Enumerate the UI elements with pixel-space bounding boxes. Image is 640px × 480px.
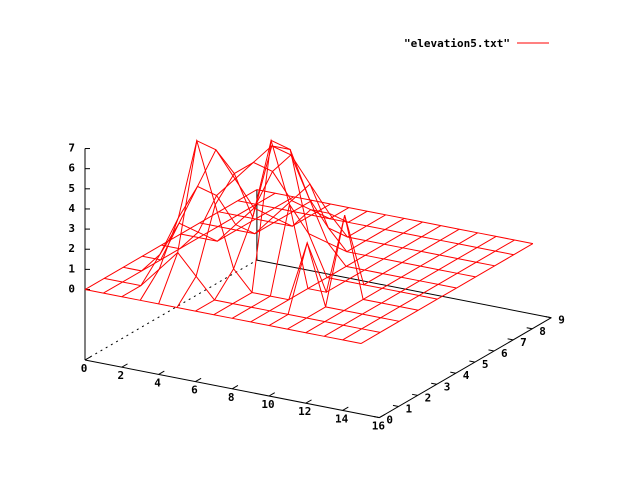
y-tick xyxy=(392,404,399,407)
surface-row xyxy=(237,200,514,256)
legend-label: "elevation5.txt" xyxy=(404,37,510,50)
x-tick xyxy=(305,399,312,404)
base-border xyxy=(256,259,552,319)
y-tick-label: 2 xyxy=(425,391,432,404)
y-tick-label: 7 xyxy=(520,336,527,349)
x-tick xyxy=(342,406,349,411)
x-tick-label: 16 xyxy=(372,420,386,433)
z-tick-label: 2 xyxy=(68,242,75,255)
x-tick xyxy=(268,392,275,397)
surface-column xyxy=(213,139,386,316)
z-tick-label: 4 xyxy=(68,202,75,215)
y-tick xyxy=(526,327,533,330)
x-tick-label: 14 xyxy=(335,412,349,425)
surface-column xyxy=(287,215,460,330)
surface-column xyxy=(250,221,423,323)
surface-row xyxy=(218,209,495,267)
base-border xyxy=(379,317,552,419)
surface-column xyxy=(323,235,497,337)
surface-row xyxy=(256,189,533,245)
surface-column xyxy=(342,239,515,341)
z-tick-label: 7 xyxy=(68,142,75,155)
x-tick-label: 8 xyxy=(228,391,235,404)
surface-row xyxy=(161,145,438,300)
surface-column xyxy=(139,185,313,301)
x-tick-label: 6 xyxy=(191,384,198,397)
y-tick-label: 1 xyxy=(406,403,413,416)
x-tick xyxy=(84,356,91,361)
x-tick xyxy=(231,385,239,390)
y-tick-label: 4 xyxy=(463,369,470,382)
surface-row xyxy=(104,251,381,333)
y-tick-label: 3 xyxy=(444,380,451,393)
surface-column xyxy=(103,192,276,294)
x-tick xyxy=(195,377,202,383)
surface-column xyxy=(231,203,405,319)
surface-column xyxy=(158,139,331,305)
z-tick-label: 0 xyxy=(68,283,75,296)
x-tick xyxy=(121,363,128,368)
y-tick-label: 5 xyxy=(482,358,489,371)
surface-row xyxy=(123,138,400,322)
x-tick-label: 0 xyxy=(81,362,88,375)
y-tick xyxy=(488,349,495,352)
z-tick-label: 6 xyxy=(68,162,75,175)
y-tick-label: 6 xyxy=(501,347,508,360)
surface-row xyxy=(142,138,419,311)
y-tick-label: 9 xyxy=(558,314,565,327)
y-tick xyxy=(545,316,552,319)
x-tick-label: 2 xyxy=(117,369,124,382)
y-tick-label: 8 xyxy=(539,325,546,338)
y-tick xyxy=(411,393,418,396)
x-tick-label: 12 xyxy=(298,405,311,418)
surface-column xyxy=(121,196,294,298)
y-tick xyxy=(373,416,380,419)
z-tick-label: 3 xyxy=(68,222,75,235)
x-tick-label: 4 xyxy=(154,376,161,389)
surface-column xyxy=(360,243,534,344)
z-tick-label: 1 xyxy=(68,262,75,275)
y-tick xyxy=(450,371,456,374)
y-tick-label: 0 xyxy=(386,414,393,427)
surface-row xyxy=(180,154,457,289)
y-tick xyxy=(469,360,475,363)
surface-column xyxy=(195,145,368,312)
z-tick-label: 5 xyxy=(68,182,75,195)
y-tick xyxy=(507,338,514,341)
surface-column xyxy=(176,161,350,308)
surface-row xyxy=(199,183,476,278)
x-tick xyxy=(158,370,165,375)
surface-column xyxy=(305,232,478,334)
x-tick-label: 10 xyxy=(261,398,274,411)
surface-column xyxy=(84,189,258,290)
y-tick xyxy=(431,382,437,385)
x-tick xyxy=(379,413,386,419)
surface-row xyxy=(84,289,362,345)
surface-column xyxy=(268,225,442,326)
